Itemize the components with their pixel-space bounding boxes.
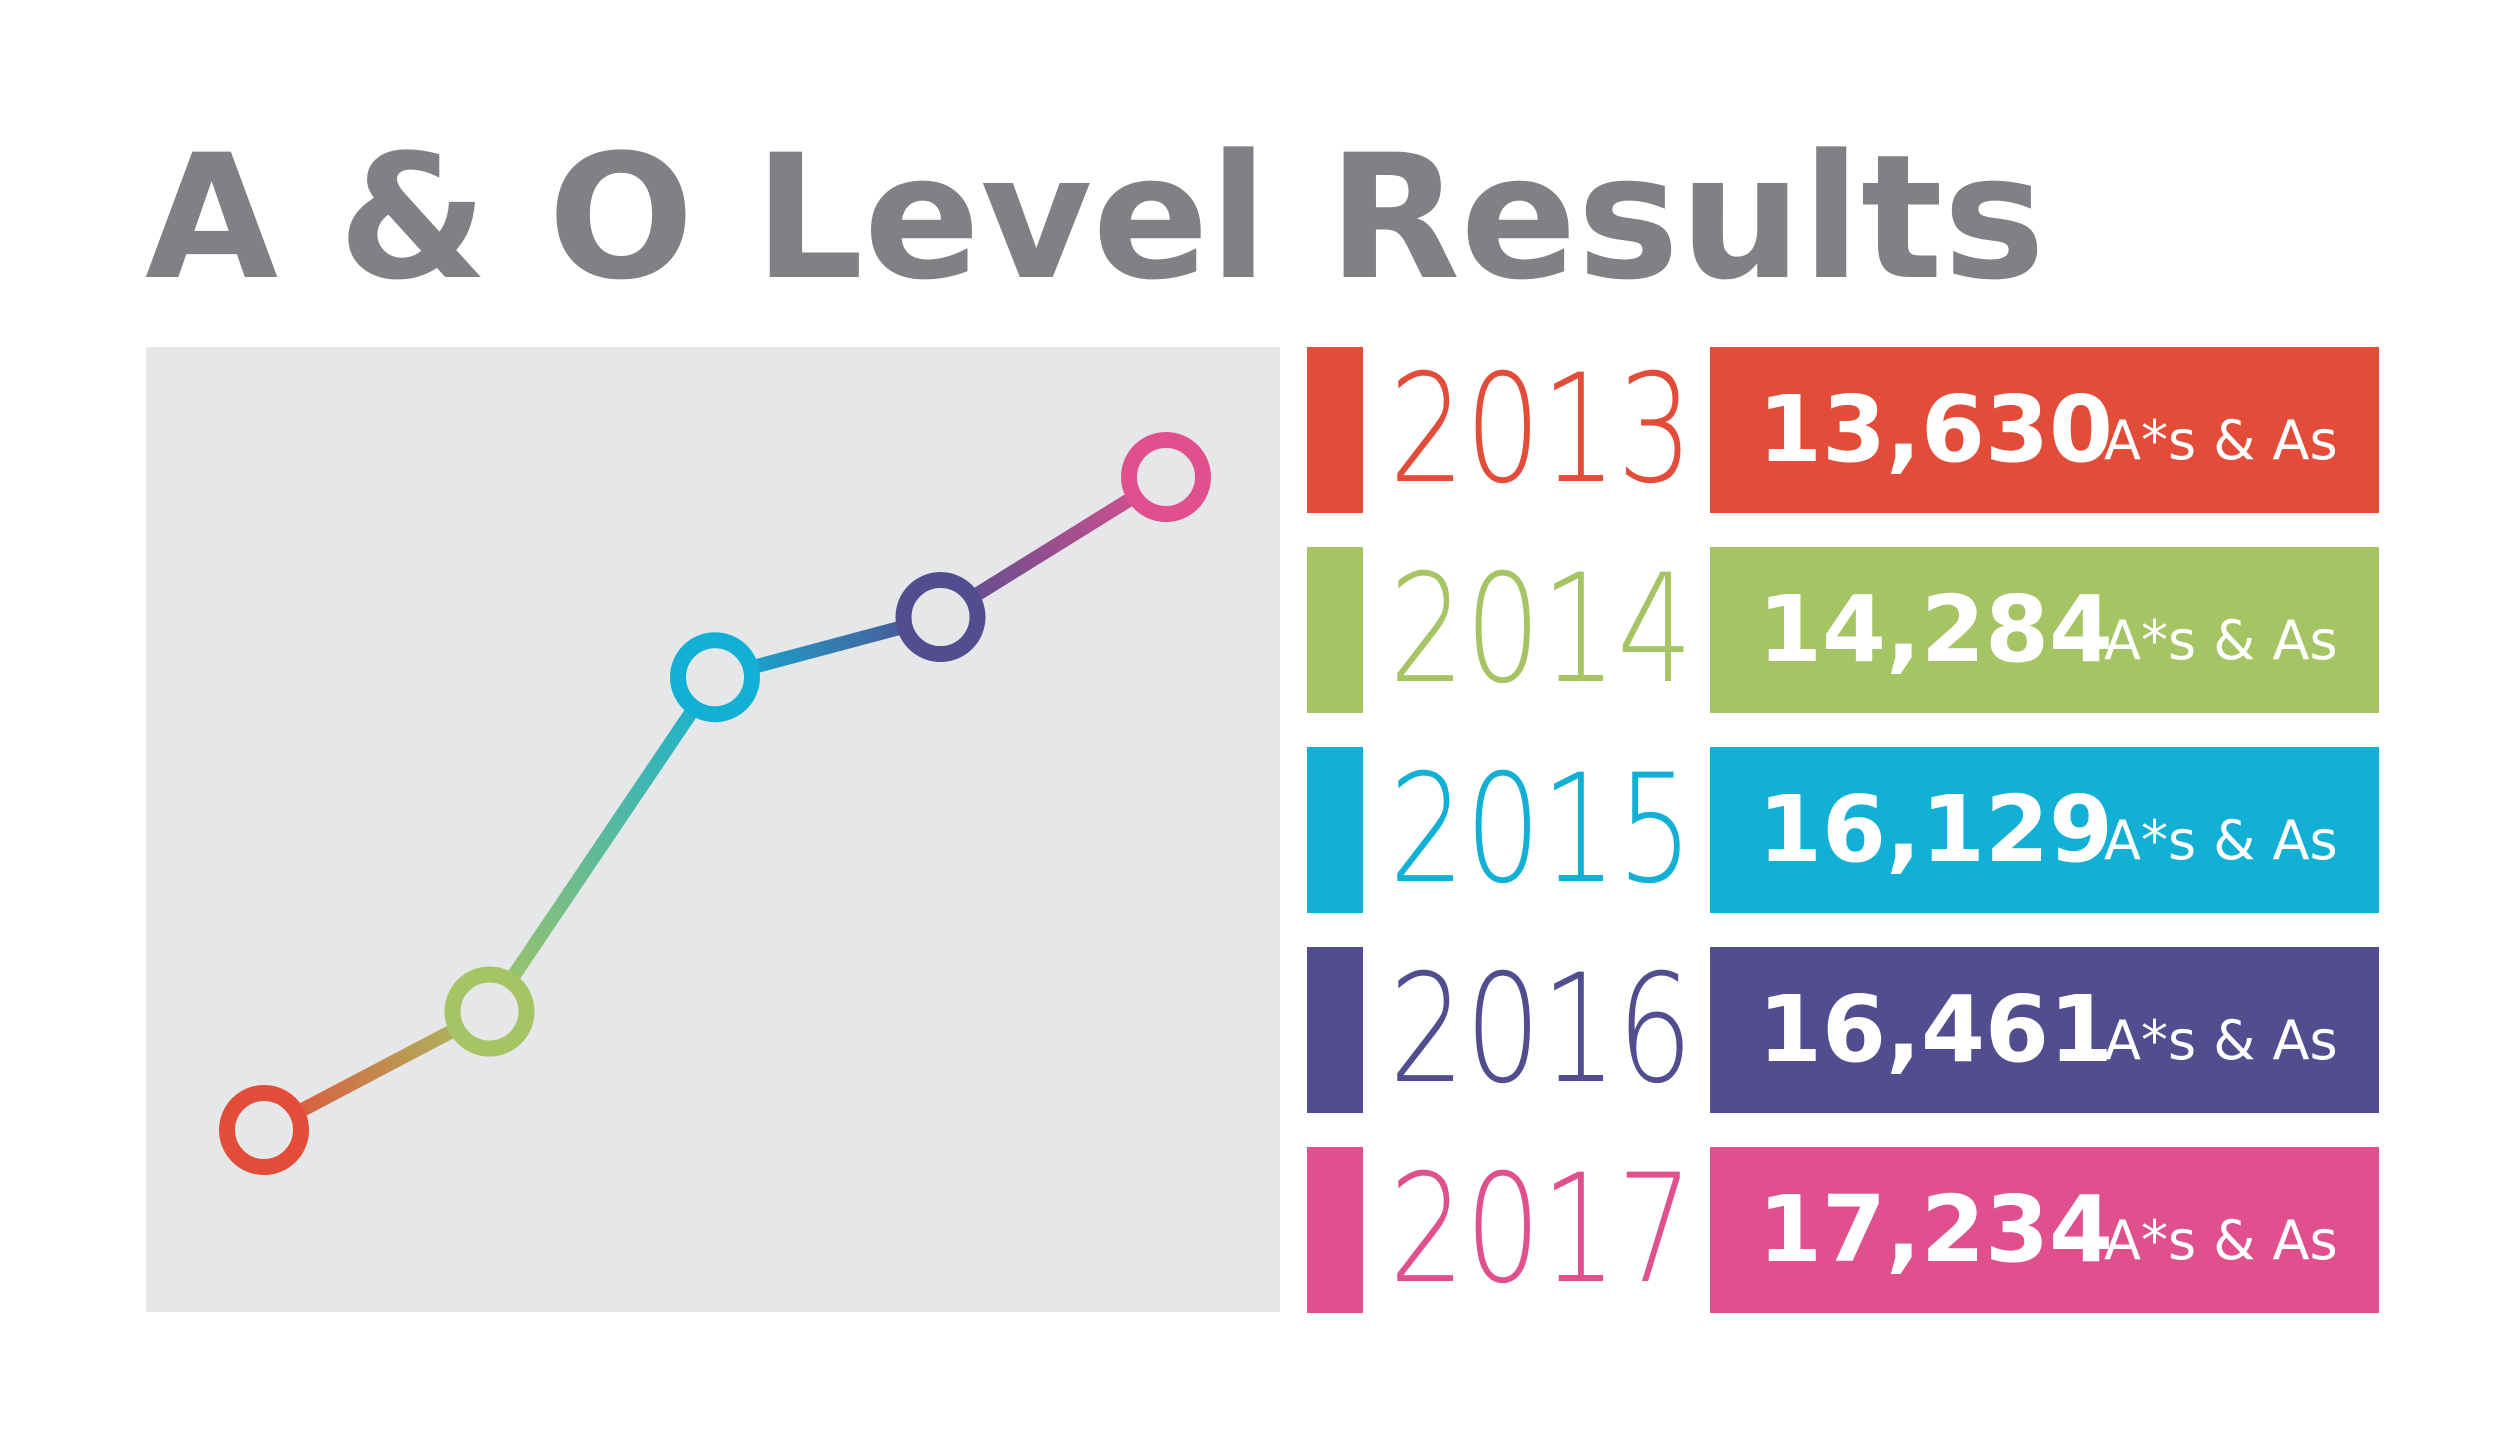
- data-point: [444, 966, 535, 1057]
- value-label: 16,461: [1758, 976, 2113, 1083]
- year-label: 2015: [1389, 743, 1693, 917]
- year-strip: [1307, 1147, 1363, 1313]
- year-label: 2017: [1389, 1143, 1693, 1317]
- year-strip: [1307, 747, 1363, 913]
- value-box: [1710, 347, 2379, 513]
- data-point: [670, 632, 760, 723]
- data-point: [895, 572, 986, 663]
- value-label: 16,129: [1758, 776, 2113, 883]
- value-label: 13,630: [1758, 376, 2113, 483]
- value-label: 14,284: [1758, 576, 2113, 683]
- title: A & O Level Results: [145, 117, 2045, 318]
- value-box: [1710, 547, 2379, 713]
- unit-label: A*s & As: [2104, 1209, 2338, 1272]
- unit-label: A*s & As: [2104, 809, 2338, 872]
- unit-label: A*s & As: [2104, 409, 2338, 472]
- line-segment: [483, 673, 721, 1016]
- year-label: 2013: [1389, 343, 1693, 517]
- value-label: 17,234: [1758, 1176, 2113, 1283]
- unit-label: A*s & As: [2104, 1009, 2338, 1072]
- value-box: [1710, 1147, 2379, 1313]
- year-strip: [1307, 947, 1363, 1113]
- year-strip: [1307, 347, 1363, 513]
- unit-label: A*s & As: [2104, 609, 2338, 672]
- value-box: [1710, 947, 2379, 1113]
- data-point: [1121, 432, 1211, 522]
- year-label: 2014: [1389, 543, 1693, 717]
- year-strip: [1307, 547, 1363, 713]
- value-box: [1710, 747, 2379, 913]
- chart-panel: [146, 347, 1280, 1312]
- data-point: [219, 1085, 309, 1175]
- year-label: 2016: [1389, 943, 1693, 1117]
